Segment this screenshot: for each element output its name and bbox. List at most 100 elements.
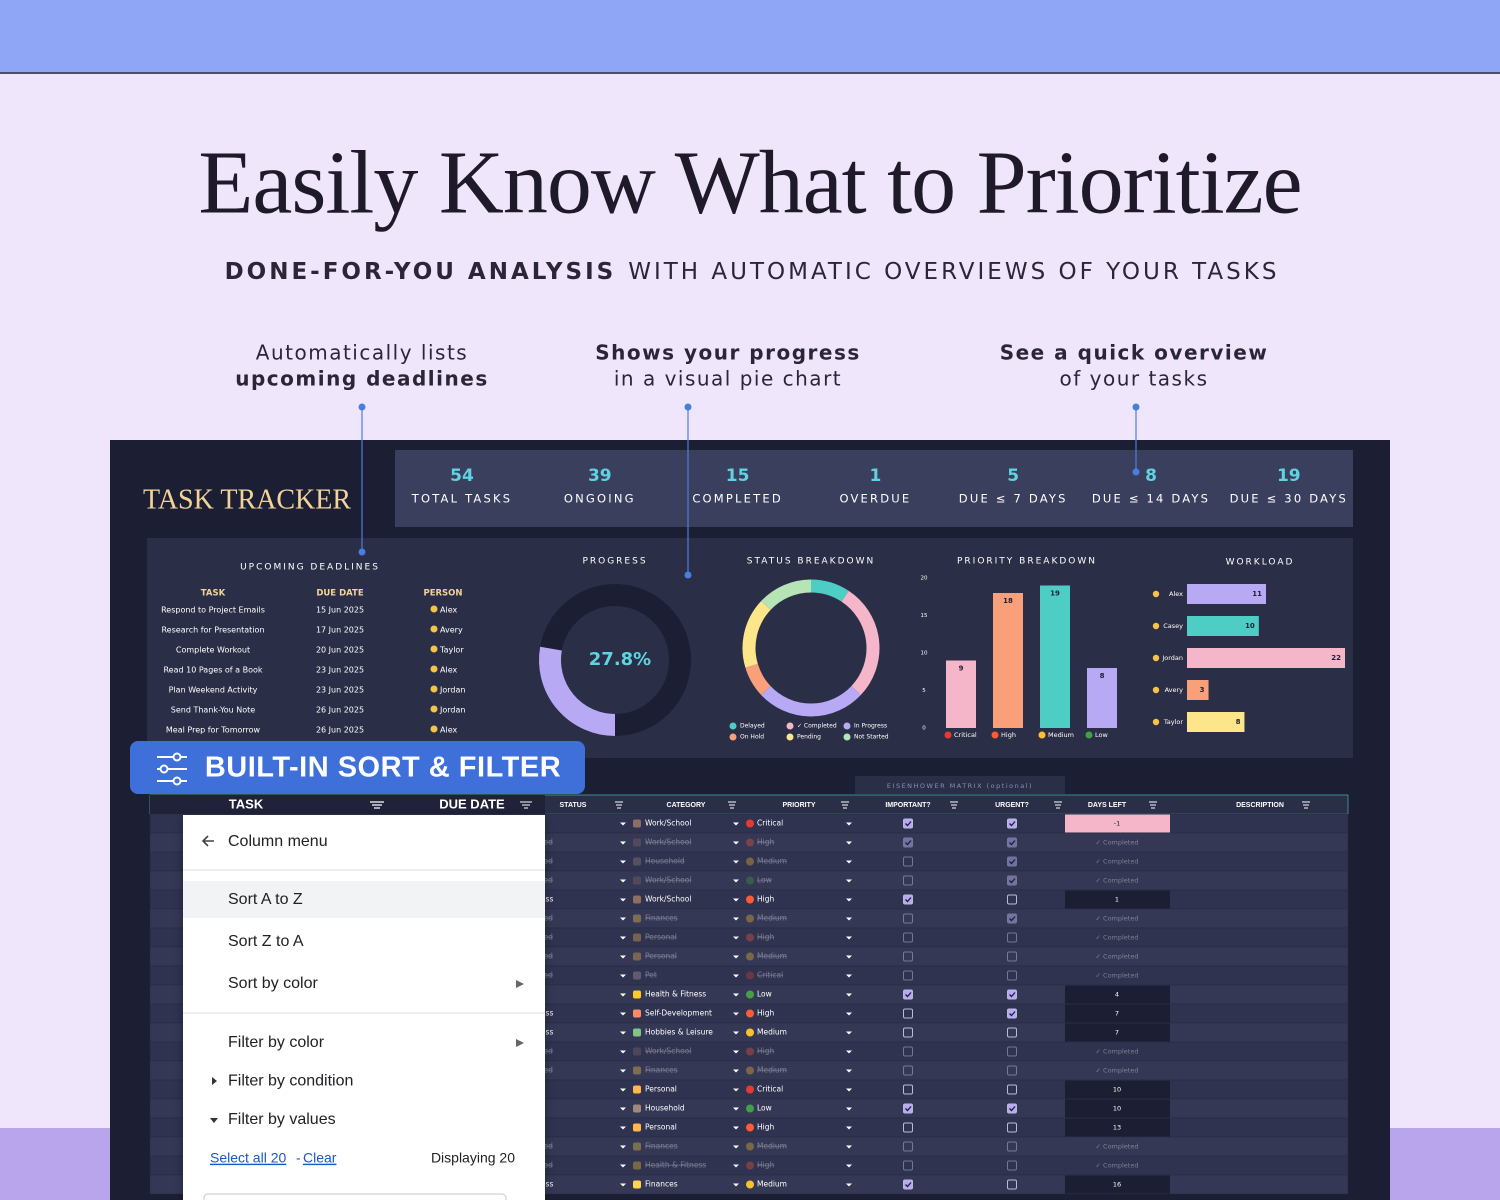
- legend-swatch: [843, 733, 851, 741]
- donut-label: 27.8%: [589, 649, 651, 670]
- dropdown: [733, 1183, 739, 1187]
- priority-icon: [746, 876, 754, 885]
- dropdown: [620, 917, 626, 921]
- category-cell: Work/School: [645, 895, 691, 904]
- priority-icon: [746, 1066, 754, 1075]
- chart-title: PROGRESS: [582, 557, 647, 567]
- priority-cell: Low: [757, 876, 772, 885]
- bar: [946, 660, 976, 728]
- category-icon: [633, 838, 641, 847]
- menu-item[interactable]: Sort Z to A: [228, 933, 304, 950]
- column-header: TASK: [201, 589, 226, 599]
- days-left-cell: ✓ Completed: [1096, 877, 1139, 885]
- section-label: EISENHOWER MATRIX (optional): [887, 782, 1033, 790]
- category-cell: Work/School: [645, 838, 691, 847]
- legend-swatch: [729, 722, 737, 730]
- legend-label: Pending: [797, 734, 821, 741]
- dropdown: [620, 1050, 626, 1054]
- link-select-all[interactable]: Select all 20: [210, 1150, 286, 1166]
- dropdown: [846, 1050, 852, 1054]
- days-left-cell: ✓ Completed: [1096, 972, 1139, 980]
- badge-icon-knob: [172, 776, 182, 786]
- checkmark: [1009, 916, 1016, 922]
- cell: Jordan: [439, 706, 465, 715]
- filter-icon: [520, 801, 532, 809]
- column-header: STATUS: [560, 802, 587, 809]
- y-tick-label: 5: [922, 688, 926, 694]
- legend-label: In Progress: [854, 723, 887, 730]
- category-cell: Work/School: [645, 1047, 691, 1056]
- dropdown: [620, 879, 626, 883]
- category-cell: Personal: [645, 952, 677, 961]
- dropdown: [846, 841, 852, 845]
- dropdown: [846, 1183, 852, 1187]
- category-cell: Health & Fitness: [645, 990, 706, 999]
- category-label: Casey: [1163, 622, 1183, 630]
- headline: Easily Know What to Prioritize: [198, 134, 1301, 233]
- filter-icon: [950, 801, 958, 809]
- header-frozen: [150, 795, 545, 814]
- checkbox: [1007, 1065, 1017, 1076]
- menu-hover: [183, 881, 545, 918]
- kpi-label: DUE ≤ 7 DAYS: [959, 492, 1068, 506]
- callout-text: in a visual pie chart: [614, 367, 842, 391]
- link-clear[interactable]: Clear: [303, 1150, 337, 1166]
- y-tick-label: 0: [922, 726, 926, 732]
- checkbox: [903, 875, 913, 886]
- priority-icon: [746, 914, 754, 923]
- category-cell: Finances: [645, 1066, 678, 1075]
- menu-item[interactable]: Sort by color: [228, 975, 318, 992]
- menu-item[interactable]: Filter by values: [228, 1111, 336, 1128]
- menu-item[interactable]: Filter by color: [228, 1034, 325, 1051]
- bar: [1040, 585, 1070, 728]
- expand-arrow: [212, 1077, 217, 1085]
- dropdown: [733, 1145, 739, 1149]
- kpi-value: 1: [869, 466, 881, 486]
- days-left-cell: 10: [1113, 1105, 1121, 1113]
- category-cell: Work/School: [645, 819, 691, 828]
- callout-text: Shows your progress: [595, 341, 861, 365]
- x-tick-label: High: [1001, 731, 1016, 739]
- dropdown: [846, 917, 852, 921]
- category-label: Jordan: [1161, 654, 1183, 662]
- ring-segment: [745, 663, 771, 696]
- menu-back[interactable]: Column menu: [228, 833, 328, 850]
- category-cell: Hobbies & Leisure: [645, 1028, 713, 1037]
- priority-icon: [746, 1047, 754, 1056]
- checkbox: [903, 856, 913, 867]
- priority-icon: [746, 952, 754, 961]
- bar-value: 8: [1236, 718, 1241, 726]
- dropdown: [620, 1164, 626, 1168]
- filter-icon: [370, 801, 384, 809]
- search-box[interactable]: [203, 1193, 507, 1200]
- dropdown: [733, 1164, 739, 1168]
- checkbox: [1007, 1027, 1017, 1038]
- back-arrow[interactable]: [201, 835, 214, 847]
- menu-item[interactable]: Filter by condition: [228, 1073, 353, 1090]
- checkbox: [1007, 1122, 1017, 1133]
- category-cell: Health & Fitness: [645, 1161, 706, 1170]
- checkbox: [903, 837, 913, 848]
- section-title: UPCOMING DEADLINES: [240, 563, 380, 573]
- kpi-strip: [395, 450, 1353, 527]
- kpi-label: OVERDUE: [839, 492, 911, 506]
- checkbox: [903, 1027, 913, 1038]
- dropdown: [733, 936, 739, 940]
- days-left-cell: ✓ Completed: [1096, 839, 1139, 847]
- days-left-cell: ✓ Completed: [1096, 1162, 1139, 1170]
- priority-cell: Low: [757, 990, 772, 999]
- checkbox: [1007, 970, 1017, 981]
- menu-item[interactable]: Sort A to Z: [228, 891, 303, 908]
- priority-icon: [746, 1085, 754, 1094]
- column-header: PERSON: [423, 589, 462, 599]
- ring-segment: [742, 600, 771, 668]
- bar-value: 8: [1100, 672, 1105, 680]
- ring-segment: [841, 590, 880, 696]
- category-icon: [633, 990, 641, 999]
- days-left-cell: 10: [1113, 1086, 1121, 1094]
- category-icon: [633, 1085, 641, 1094]
- priority-cell: Critical: [757, 971, 783, 980]
- category-icon: [633, 1066, 641, 1075]
- days-left-cell: -1: [1114, 820, 1120, 828]
